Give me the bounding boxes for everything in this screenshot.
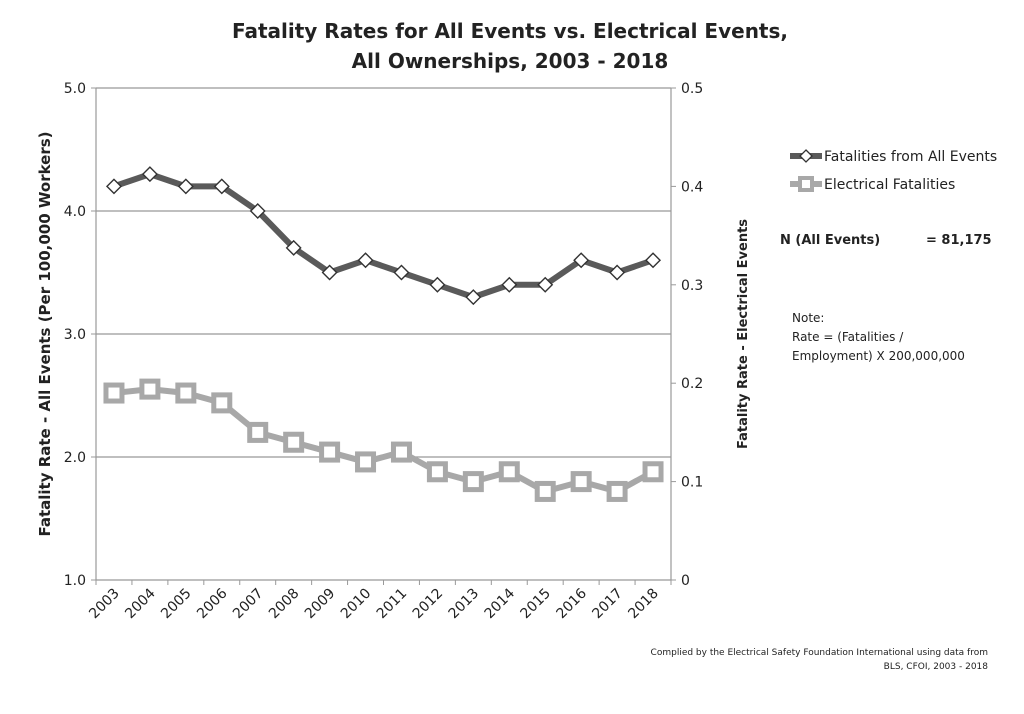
y2-tick-label: 0.2 bbox=[681, 376, 703, 392]
x-tick-label: 2008 bbox=[266, 586, 303, 623]
y2-tick-label: 0.4 bbox=[681, 179, 703, 195]
x-tick-label: 2011 bbox=[374, 586, 411, 623]
y2-tick-label: 0.1 bbox=[681, 475, 703, 491]
chart-title-line-1: Fatality Rates for All Events vs. Electr… bbox=[232, 19, 788, 43]
data-point-all-events bbox=[609, 264, 626, 281]
y-tick-label: 4.0 bbox=[64, 204, 86, 220]
data-point-electrical bbox=[534, 480, 556, 502]
y-tick-label: 2.0 bbox=[64, 450, 86, 466]
y-tick-label: 3.0 bbox=[64, 327, 86, 343]
x-tick-label: 2017 bbox=[589, 586, 626, 623]
x-tick-label: 2009 bbox=[302, 586, 339, 623]
x-tick-label: 2016 bbox=[553, 585, 590, 622]
data-point-electrical bbox=[211, 392, 233, 414]
x-tick-label: 2006 bbox=[194, 585, 231, 622]
data-point-all-events bbox=[141, 166, 158, 183]
data-point-all-events bbox=[285, 239, 302, 256]
x-tick-label: 2004 bbox=[122, 585, 159, 622]
x-tick-label: 2005 bbox=[158, 586, 195, 623]
data-point-electrical bbox=[606, 480, 628, 502]
y-axis-label: Fatality Rate - All Events (Per 100,000 … bbox=[36, 131, 54, 536]
legend-label-electrical: Electrical Fatalities bbox=[824, 177, 955, 193]
data-point-electrical bbox=[498, 461, 520, 483]
data-point-electrical bbox=[139, 378, 161, 400]
data-point-electrical bbox=[570, 471, 592, 493]
legend: Fatalities from All Events Electrical Fa… bbox=[790, 149, 997, 193]
data-point-all-events bbox=[573, 252, 590, 269]
source-line-1: Complied by the Electrical Safety Founda… bbox=[651, 648, 988, 658]
note-line-2: Rate = (Fatalities / bbox=[792, 330, 904, 344]
n-label: N (All Events) bbox=[780, 233, 880, 248]
n-value: = 81,175 bbox=[926, 233, 992, 248]
data-point-all-events bbox=[537, 276, 554, 293]
x-tick-label: 2007 bbox=[230, 586, 267, 623]
x-tick-label: 2014 bbox=[482, 585, 519, 622]
data-point-electrical bbox=[426, 461, 448, 483]
data-point-electrical bbox=[283, 431, 305, 453]
data-point-electrical bbox=[175, 382, 197, 404]
data-point-all-events bbox=[393, 264, 410, 281]
legend-diamond-marker bbox=[799, 149, 813, 163]
x-tick-label: 2010 bbox=[338, 586, 375, 623]
x-tick-label: 2018 bbox=[625, 586, 662, 623]
data-point-all-events bbox=[429, 276, 446, 293]
note-line-1: Note: bbox=[792, 311, 824, 325]
data-point-electrical bbox=[247, 421, 269, 443]
data-point-electrical bbox=[390, 441, 412, 463]
data-point-all-events bbox=[213, 178, 230, 195]
data-point-electrical bbox=[103, 382, 125, 404]
chart-title-line-2: All Ownerships, 2003 - 2018 bbox=[352, 49, 669, 73]
x-tick-label: 2013 bbox=[446, 586, 483, 623]
data-point-electrical bbox=[319, 441, 341, 463]
y2-tick-label: 0 bbox=[681, 573, 690, 589]
data-point-all-events bbox=[321, 264, 338, 281]
data-point-all-events bbox=[501, 276, 518, 293]
legend-square-marker bbox=[798, 176, 814, 192]
y2-tick-label: 0.3 bbox=[681, 278, 703, 294]
data-point-electrical bbox=[462, 471, 484, 493]
data-point-all-events bbox=[249, 203, 266, 219]
x-tick-label: 2003 bbox=[86, 586, 123, 623]
data-point-all-events bbox=[177, 178, 194, 195]
data-point-all-events bbox=[645, 252, 662, 269]
note-line-3: Employment) X 200,000,000 bbox=[792, 349, 965, 363]
legend-label-all-events: Fatalities from All Events bbox=[824, 149, 997, 165]
y-tick-label: 5.0 bbox=[64, 81, 86, 97]
series-line-diamond bbox=[112, 171, 655, 301]
y-tick-label: 1.0 bbox=[64, 573, 86, 589]
y2-axis-label: Fatality Rate - Electrical Events bbox=[736, 219, 751, 449]
source-line-2: BLS, CFOI, 2003 - 2018 bbox=[884, 662, 989, 672]
data-point-electrical bbox=[642, 461, 664, 483]
series-line-square bbox=[113, 386, 655, 495]
y2-tick-label: 0.5 bbox=[681, 81, 703, 97]
data-point-all-events bbox=[105, 178, 122, 195]
data-point-electrical bbox=[355, 451, 377, 473]
data-point-all-events bbox=[465, 289, 482, 306]
x-tick-label: 2012 bbox=[410, 586, 447, 623]
x-tick-label: 2015 bbox=[518, 586, 555, 623]
data-point-all-events bbox=[357, 252, 374, 269]
